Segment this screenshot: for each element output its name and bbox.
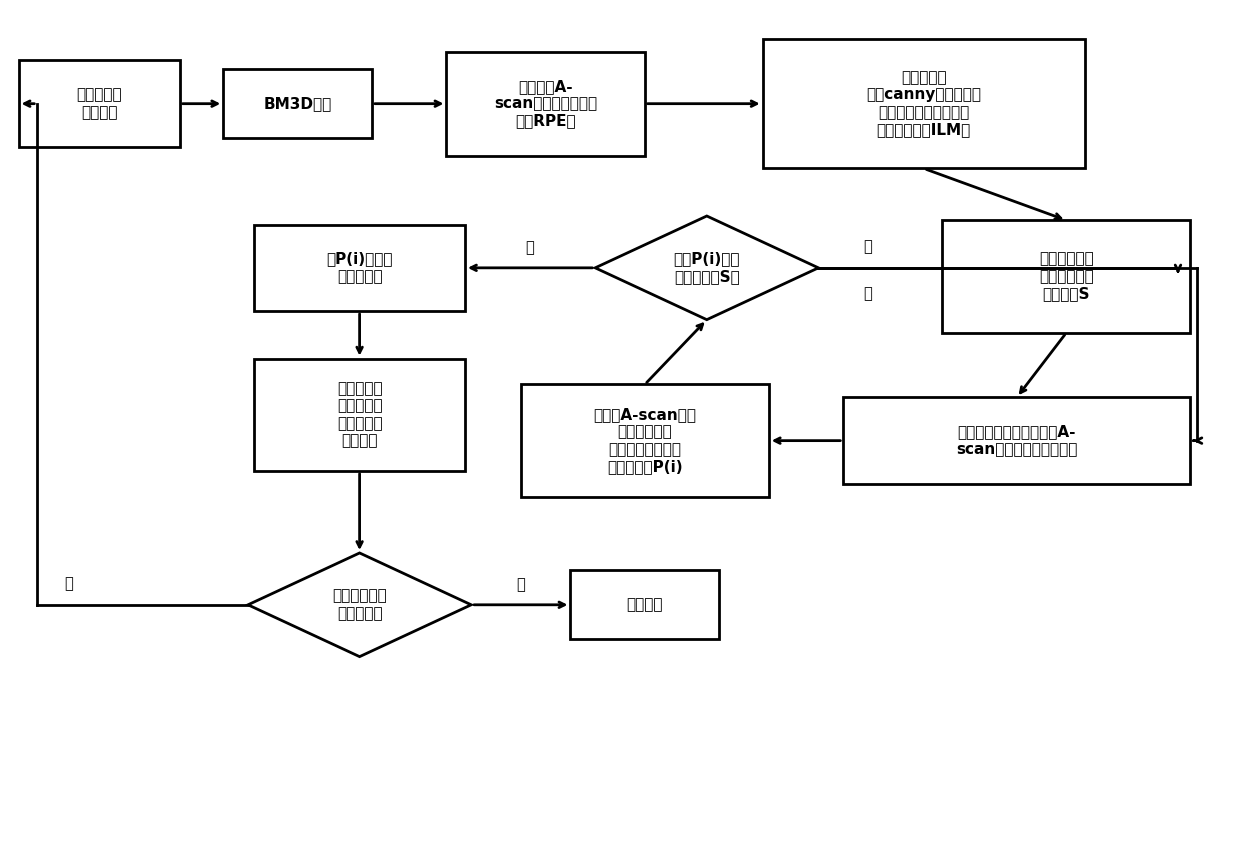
Text: 否: 否 [863,286,873,302]
Text: 判断P(i)是否
在目标区域S内: 判断P(i)是否 在目标区域S内 [673,251,740,284]
Text: 搜索每个A-
scan上强度最大的点
作为RPE层: 搜索每个A- scan上强度最大的点 作为RPE层 [494,79,598,129]
FancyBboxPatch shape [254,359,465,471]
Text: 原始视网膜
扫描图像: 原始视网膜 扫描图像 [77,87,122,120]
Text: 是: 是 [526,240,534,255]
Text: 选取待分割视
网膜层，选取
目标区域S: 选取待分割视 网膜层，选取 目标区域S [1039,251,1094,302]
Text: 否: 否 [63,575,73,591]
FancyBboxPatch shape [763,39,1085,168]
FancyBboxPatch shape [570,570,719,639]
FancyBboxPatch shape [521,384,769,497]
Text: 所有视网膜层
分割完毕？: 所有视网膜层 分割完毕？ [332,588,387,621]
Text: 否: 否 [863,238,873,254]
Text: 分层结束: 分层结束 [626,597,663,613]
Polygon shape [595,216,818,320]
FancyBboxPatch shape [942,220,1190,333]
FancyBboxPatch shape [223,69,372,138]
Polygon shape [248,553,471,657]
Text: 设定阈值并
使用canny边缘检测算
子搜索图像白上而下的
第一层，作为ILM层: 设定阈值并 使用canny边缘检测算 子搜索图像白上而下的 第一层，作为ILM层 [867,70,981,137]
Text: 连续性和完
整性判断，
修正不符合
要求的点: 连续性和完 整性判断， 修正不符合 要求的点 [337,381,382,448]
Text: 在每个A-scan的两
个基准层之间
搜索第一个强度穿
越阈值的点P(i): 在每个A-scan的两 个基准层之间 搜索第一个强度穿 越阈值的点P(i) [593,407,697,474]
FancyBboxPatch shape [843,397,1190,484]
Text: BM3D去噪: BM3D去噪 [263,96,332,111]
Text: 将P(i)作为初
步分层结果: 将P(i)作为初 步分层结果 [326,251,393,284]
FancyBboxPatch shape [254,225,465,311]
Text: 是: 是 [516,577,526,592]
FancyBboxPatch shape [446,52,645,156]
Text: 设置阈值参数，并对每个A-
scan设置一个不同的阈值: 设置阈值参数，并对每个A- scan设置一个不同的阈值 [956,424,1078,457]
FancyBboxPatch shape [19,60,180,147]
